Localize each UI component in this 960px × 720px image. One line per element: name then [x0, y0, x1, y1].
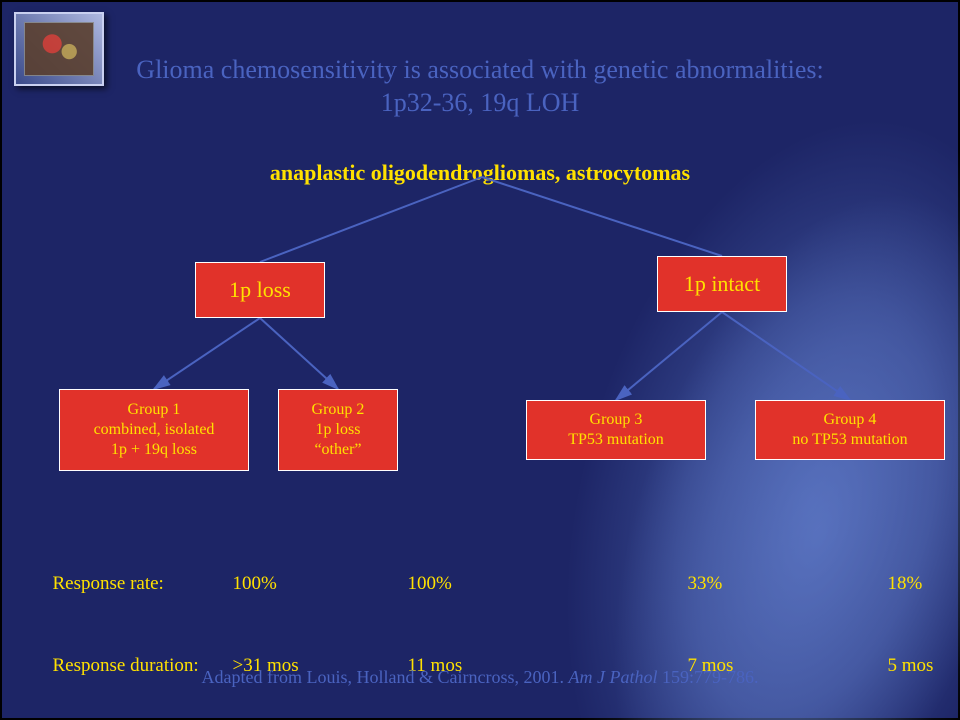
title-line-1: Glioma chemosensitivity is associated wi…	[136, 55, 823, 84]
node-line: 1p loss	[316, 420, 361, 440]
stats-label: Response rate:	[53, 570, 233, 598]
node-line: no TP53 mutation	[792, 430, 907, 450]
citation: Adapted from Louis, Holland & Cairncross…	[2, 667, 958, 688]
node-group-1: Group 1 combined, isolated 1p + 19q loss	[59, 389, 249, 471]
node-group-3: Group 3 TP53 mutation	[526, 400, 706, 460]
stats-cell: 18%	[888, 570, 923, 598]
node-line: Group 2	[312, 400, 365, 420]
stats-block: Response rate:100%100%33%18% Response du…	[24, 542, 943, 720]
node-line: “other”	[314, 440, 361, 460]
node-1p-loss: 1p loss	[195, 262, 325, 318]
node-line: Group 3	[590, 410, 643, 430]
node-line: Group 1	[128, 400, 181, 420]
citation-prefix: Adapted from Louis, Holland & Cairncross…	[202, 667, 569, 687]
slide-title: Glioma chemosensitivity is associated wi…	[2, 54, 958, 119]
stats-row: Response duration:>31 mos11 mos7 mos5 mo…	[24, 625, 943, 708]
node-label: 1p loss	[229, 277, 291, 303]
node-group-4: Group 4 no TP53 mutation	[755, 400, 945, 460]
node-line: 1p + 19q loss	[111, 440, 197, 460]
slide-subtitle: anaplastic oligodendrogliomas, astrocyto…	[2, 160, 958, 186]
node-1p-intact: 1p intact	[657, 256, 787, 312]
stats-row: Response rate:100%100%33%18%	[24, 542, 943, 625]
stats-cell: 33%	[688, 570, 888, 598]
stats-cell: 100%	[408, 570, 688, 598]
stats-cell: 100%	[233, 570, 408, 598]
citation-suffix: 159:779-786.	[662, 667, 759, 687]
node-line: combined, isolated	[94, 420, 215, 440]
node-group-2: Group 2 1p loss “other”	[278, 389, 398, 471]
title-line-2: 1p32-36, 19q LOH	[381, 88, 580, 117]
slide: Glioma chemosensitivity is associated wi…	[0, 0, 960, 720]
citation-journal: Am J Pathol	[568, 667, 661, 687]
node-line: TP53 mutation	[568, 430, 664, 450]
node-label: 1p intact	[684, 271, 760, 297]
node-line: Group 4	[824, 410, 877, 430]
stats-row: Survival:>123 mos71 mos71 mos16 mos	[24, 707, 943, 720]
